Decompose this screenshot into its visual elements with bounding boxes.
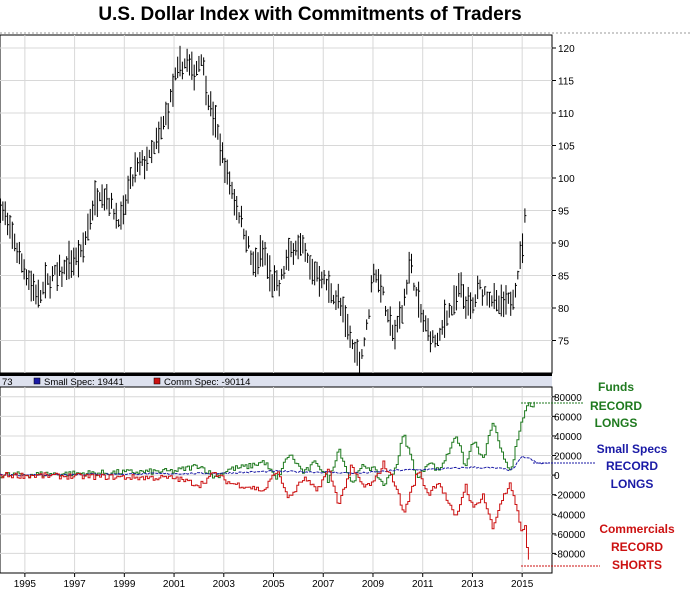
- year-tick-label: 1995: [14, 579, 37, 590]
- cot-tick-label: -60000: [554, 530, 586, 541]
- price-tick-label: 85: [558, 272, 570, 283]
- cot-tick-label: 0: [554, 471, 560, 482]
- price-tick-label: 90: [558, 239, 570, 250]
- price-tick-label: 120: [558, 44, 575, 55]
- legend-label: Comm Spec: -90114: [164, 377, 250, 388]
- annotation-text: Commercials: [599, 522, 675, 536]
- year-tick-label: 2009: [362, 579, 385, 590]
- annotation-text: LONGS: [595, 416, 638, 430]
- legend-swatch: [153, 377, 161, 385]
- annotation-text: RECORD: [606, 459, 658, 473]
- year-tick-label: 2013: [461, 579, 484, 590]
- price-axis: 75 80 85 90 95 100 105 110 115 120: [552, 44, 575, 348]
- annotations: Funds RECORD LONGS Small Specs RECORD LONGS Co…: [521, 380, 675, 572]
- price-gridlines: [0, 35, 552, 373]
- year-tick-label: 2007: [312, 579, 335, 590]
- year-tick-label: 2015: [511, 579, 534, 590]
- cot-series-line: [0, 455, 550, 477]
- price-panel-frame: [0, 34, 553, 374]
- cot-tick-label: 40000: [554, 432, 582, 443]
- cot-axis: 80000 60000 40000 20000 0 -20000 -40000 -60000 -…: [552, 393, 586, 560]
- cot-tick-label: -80000: [554, 549, 586, 560]
- cot-tick-label: 20000: [554, 452, 582, 463]
- panel-separator: [0, 373, 552, 376]
- year-tick-label: 2001: [163, 579, 186, 590]
- annotation-text: RECORD: [611, 540, 663, 554]
- annotation-text: LONGS: [611, 477, 654, 491]
- price-tick-label: 75: [558, 337, 570, 348]
- cot-tick-label: 60000: [554, 412, 582, 423]
- year-tick-label: 1997: [63, 579, 86, 590]
- price-tick-label: 100: [558, 174, 575, 185]
- annotation-text: Funds: [598, 380, 634, 394]
- year-tick-label: 2003: [213, 579, 236, 590]
- chart-title: U.S. Dollar Index with Commitments of Tr…: [98, 4, 522, 25]
- cot-series-line: [0, 401, 535, 486]
- legend-strip: [0, 376, 552, 387]
- price-tick-label: 80: [558, 304, 570, 315]
- year-tick-label: 2005: [262, 579, 285, 590]
- cot-tick-label: 80000: [554, 393, 582, 404]
- legend-label: Small Spec: 19441: [44, 377, 124, 388]
- year-tick-label: 2011: [412, 579, 434, 590]
- legend-swatch: [33, 377, 41, 385]
- cot-lines: [0, 401, 550, 560]
- annotation-text: RECORD: [590, 399, 642, 413]
- price-bars: [0, 45, 527, 379]
- price-tick-label: 115: [558, 77, 574, 88]
- cot-tick-label: -20000: [554, 491, 586, 502]
- cot-legend: 73 Small Spec: 19441 Comm Spec: -90114: [2, 377, 250, 388]
- price-tick-label: 95: [558, 207, 570, 218]
- annotation-text: Small Specs: [597, 442, 668, 456]
- cot-panel-frame: [0, 386, 553, 574]
- year-axis: 1995 1997 1999 2001 2003 2005 2007 2009 2011 2013…: [14, 573, 534, 590]
- year-tick-label: 1999: [113, 579, 136, 590]
- annotation-text: SHORTS: [612, 558, 662, 572]
- legend-label: 73: [2, 377, 13, 388]
- cot-tick-label: -40000: [554, 510, 586, 521]
- cot-series-line: [0, 460, 529, 560]
- price-tick-label: 110: [558, 109, 574, 120]
- price-tick-label: 105: [558, 142, 575, 153]
